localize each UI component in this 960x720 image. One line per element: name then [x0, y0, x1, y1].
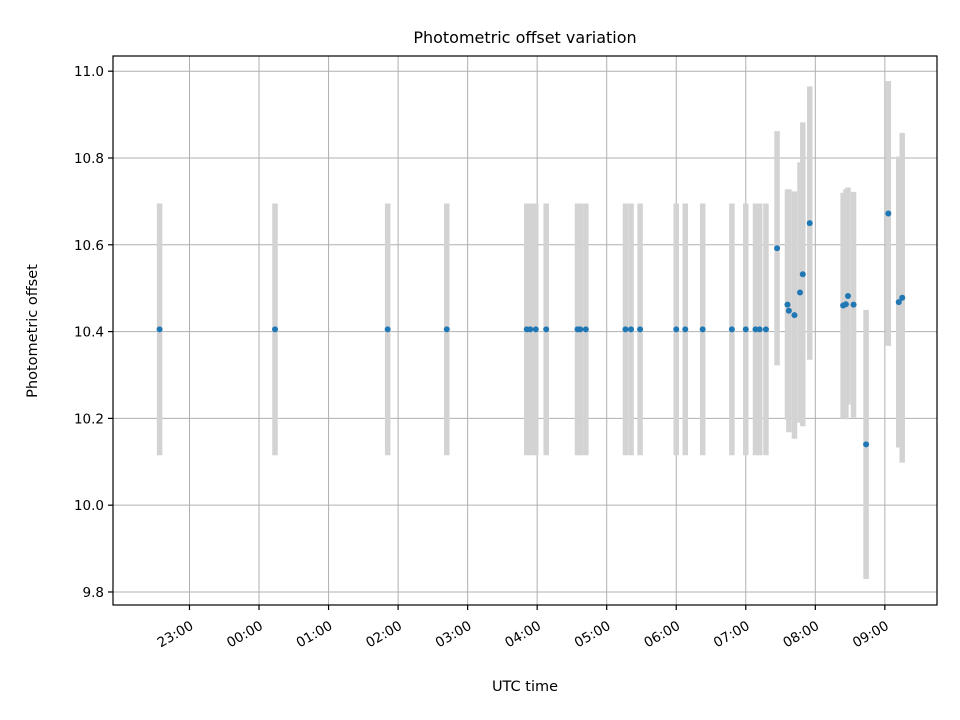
data-point [806, 220, 813, 227]
data-point [527, 326, 534, 333]
y-tick-label: 9.8 [83, 585, 104, 601]
data-point [850, 301, 857, 308]
data-point [742, 326, 749, 333]
x-axis-label: UTC time [492, 679, 558, 695]
data-point [799, 271, 806, 278]
y-tick-label: 10.0 [74, 498, 104, 514]
data-point [443, 326, 450, 333]
data-point [637, 326, 644, 333]
data-point [895, 299, 902, 306]
data-point [762, 326, 769, 333]
data-point [682, 326, 689, 333]
chart-title: Photometric offset variation [413, 28, 636, 47]
y-tick-label: 10.2 [74, 411, 104, 427]
y-axis: 9.8 10.0 10.2 10.4 10.6 10.8 11.0 [74, 64, 113, 601]
data-point [797, 289, 804, 296]
data-point [756, 326, 763, 333]
data-point [156, 326, 163, 333]
data-point [728, 326, 735, 333]
data-point [673, 326, 680, 333]
data-point [844, 292, 851, 299]
plot-frame [112, 55, 938, 606]
y-tick-label: 10.4 [74, 325, 104, 341]
data-point [543, 326, 550, 333]
data-point [899, 294, 906, 301]
data-point [384, 326, 391, 333]
data-point [842, 301, 849, 308]
data-point [582, 326, 589, 333]
data-point [622, 326, 629, 333]
data-point [532, 326, 539, 333]
data-point [699, 326, 706, 333]
data-point [784, 301, 791, 308]
data-point [774, 245, 781, 252]
y-tick-label: 10.8 [74, 151, 104, 167]
data-point [885, 210, 892, 217]
data-point [863, 441, 870, 448]
y-tick-label: 11.0 [74, 64, 104, 80]
data-point [791, 312, 798, 319]
data-point [785, 307, 792, 314]
data-point [628, 326, 635, 333]
data-point [752, 326, 759, 333]
y-tick-label: 10.6 [74, 238, 104, 254]
data-point [577, 326, 584, 333]
y-axis-label: Photometric offset [25, 264, 41, 398]
data-points [156, 210, 906, 448]
data-point [272, 326, 279, 333]
